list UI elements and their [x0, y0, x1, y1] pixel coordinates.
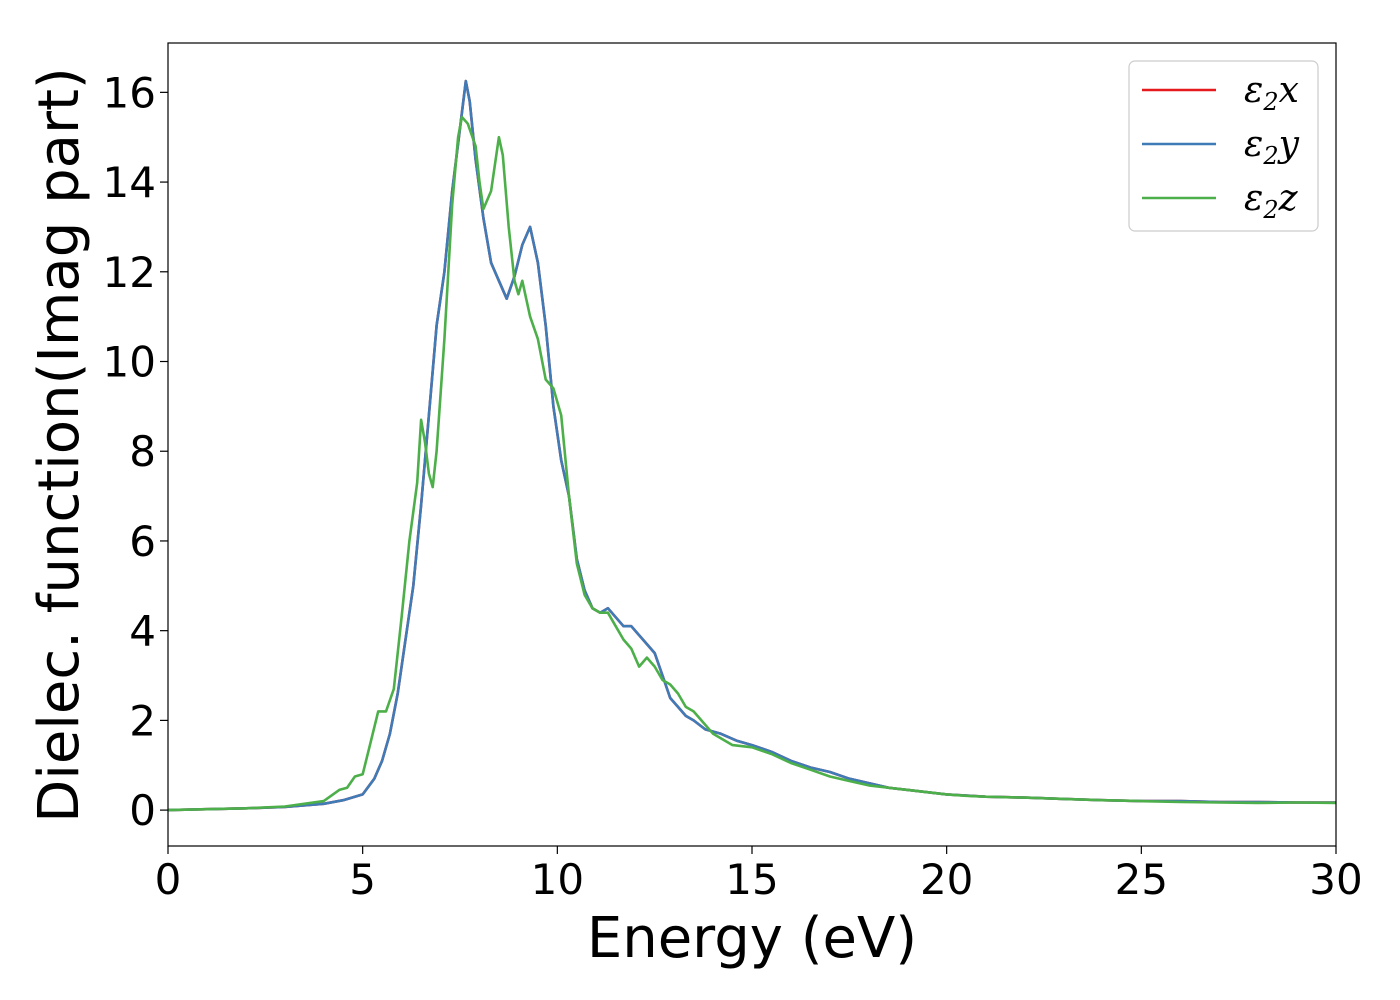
y-tick-label: 14 [103, 158, 156, 207]
legend: ε2x ε2y ε2z [1128, 60, 1319, 232]
legend-label-y: ε2y [1244, 124, 1300, 170]
x-tick-label: 15 [725, 855, 778, 904]
y-tick-label: 8 [129, 427, 156, 476]
series-line-z [168, 115, 1336, 812]
x-tick-label: 0 [155, 855, 182, 904]
y-tick-label: 4 [129, 607, 156, 656]
legend-label-z: ε2z [1244, 178, 1299, 224]
x-axis: 0 5 10 15 20 25 30 [155, 846, 1363, 904]
y-tick-label: 6 [129, 517, 156, 566]
y-tick-label: 2 [129, 696, 156, 745]
legend-label-x: ε2x [1244, 70, 1299, 116]
y-axis-label: Dielec. function(Imag part) [27, 67, 92, 823]
x-tick-label: 25 [1115, 855, 1168, 904]
x-axis-label: Energy (eV) [587, 906, 917, 971]
x-tick-label: 20 [920, 855, 973, 904]
x-tick-label: 5 [349, 855, 376, 904]
legend-box [1128, 60, 1319, 232]
y-tick-label: 16 [103, 68, 156, 117]
y-tick-label: 12 [103, 248, 156, 297]
x-tick-label: 30 [1309, 855, 1362, 904]
y-axis: 0 2 4 6 8 10 12 14 16 [103, 68, 168, 835]
series-group [168, 79, 1336, 812]
y-tick-label: 10 [103, 338, 156, 387]
x-tick-label: 10 [531, 855, 584, 904]
y-tick-label: 0 [129, 786, 156, 835]
